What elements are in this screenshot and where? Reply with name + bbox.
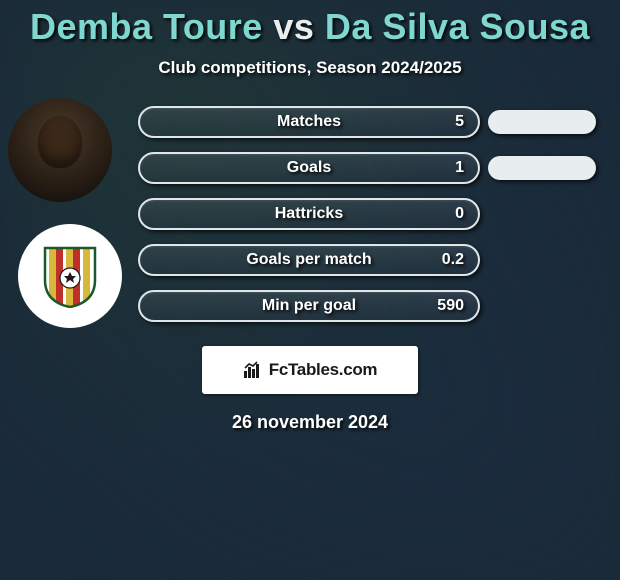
logo-text: FcTables.com (269, 360, 378, 380)
player2-avatar (18, 224, 122, 328)
bar-chart-icon (243, 361, 263, 379)
site-logo[interactable]: FcTables.com (202, 346, 418, 394)
subtitle: Club competitions, Season 2024/2025 (158, 58, 461, 78)
stat-pill-matches: Matches 5 (138, 106, 480, 138)
player1-name: Demba Toure (30, 6, 263, 47)
club-crest-icon (43, 244, 97, 308)
player2-name: Da Silva Sousa (325, 6, 590, 47)
snapshot-date: 26 november 2024 (232, 412, 388, 433)
stat-value: 0 (455, 205, 464, 223)
content-root: Demba Toure vs Da Silva Sousa Club compe… (0, 0, 620, 580)
stat-pill-goals-per-match: Goals per match 0.2 (138, 244, 480, 276)
stats-area: Matches 5 Goals 1 Hattricks 0 (0, 106, 620, 322)
stat-label: Matches (277, 113, 341, 131)
stat-pill-min-per-goal: Min per goal 590 (138, 290, 480, 322)
stat-pill-hattricks: Hattricks 0 (138, 198, 480, 230)
stat-label: Min per goal (262, 297, 356, 315)
stat-value: 1 (455, 159, 464, 177)
stat-label: Hattricks (275, 205, 343, 223)
stat-label: Goals (287, 159, 331, 177)
stat-row: Hattricks 0 (0, 198, 620, 230)
side-pill (488, 156, 596, 180)
page-title: Demba Toure vs Da Silva Sousa (30, 6, 590, 48)
stat-value: 590 (437, 297, 464, 315)
stat-pill-goals: Goals 1 (138, 152, 480, 184)
side-pill (488, 110, 596, 134)
stat-label: Goals per match (246, 251, 371, 269)
stat-value: 0.2 (442, 251, 464, 269)
player1-avatar (8, 98, 112, 202)
title-vs: vs (273, 6, 314, 47)
stat-value: 5 (455, 113, 464, 131)
